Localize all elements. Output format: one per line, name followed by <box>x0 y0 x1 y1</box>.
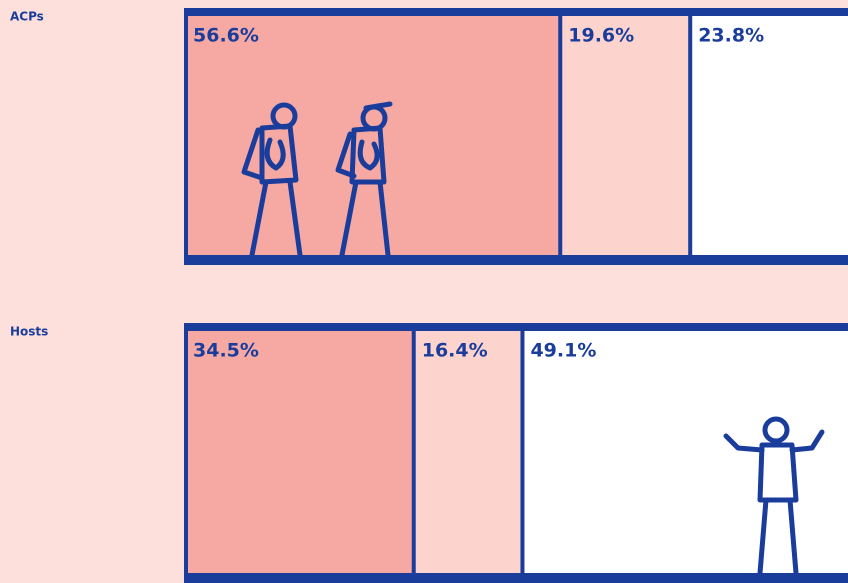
segment-divider <box>558 16 562 255</box>
category-label: Hosts <box>10 325 48 339</box>
value-label: 23.8% <box>698 25 764 47</box>
value-label: 49.1% <box>530 340 596 362</box>
chart: ACPs 56.6% 19.6% 23.8% Hosts 34.5% 16.4% 49.1% <box>0 0 848 583</box>
bar-segment <box>185 331 414 573</box>
bar-border-left <box>184 16 188 255</box>
value-label: 34.5% <box>193 340 259 362</box>
bar-segment <box>185 16 560 255</box>
segment-divider <box>688 16 692 255</box>
bar-bottom-band <box>184 255 848 265</box>
segment-divider <box>412 331 416 573</box>
value-label: 56.6% <box>193 25 259 47</box>
bar-segment <box>560 16 690 255</box>
bar-top-band <box>184 8 848 16</box>
segment-divider <box>520 331 524 573</box>
bar-top-band <box>184 323 848 331</box>
page: ACPs56.6%19.6%23.8%Hosts34.5%16.4%49.1% … <box>0 0 848 583</box>
bar-segment <box>690 16 848 255</box>
value-label: 16.4% <box>422 340 488 362</box>
value-label: 19.6% <box>568 25 634 47</box>
bar-segment <box>414 331 523 573</box>
category-label: ACPs <box>10 10 44 24</box>
bar-bottom-band <box>184 573 848 583</box>
bar-segment <box>522 331 848 573</box>
bar-border-left <box>184 331 188 573</box>
